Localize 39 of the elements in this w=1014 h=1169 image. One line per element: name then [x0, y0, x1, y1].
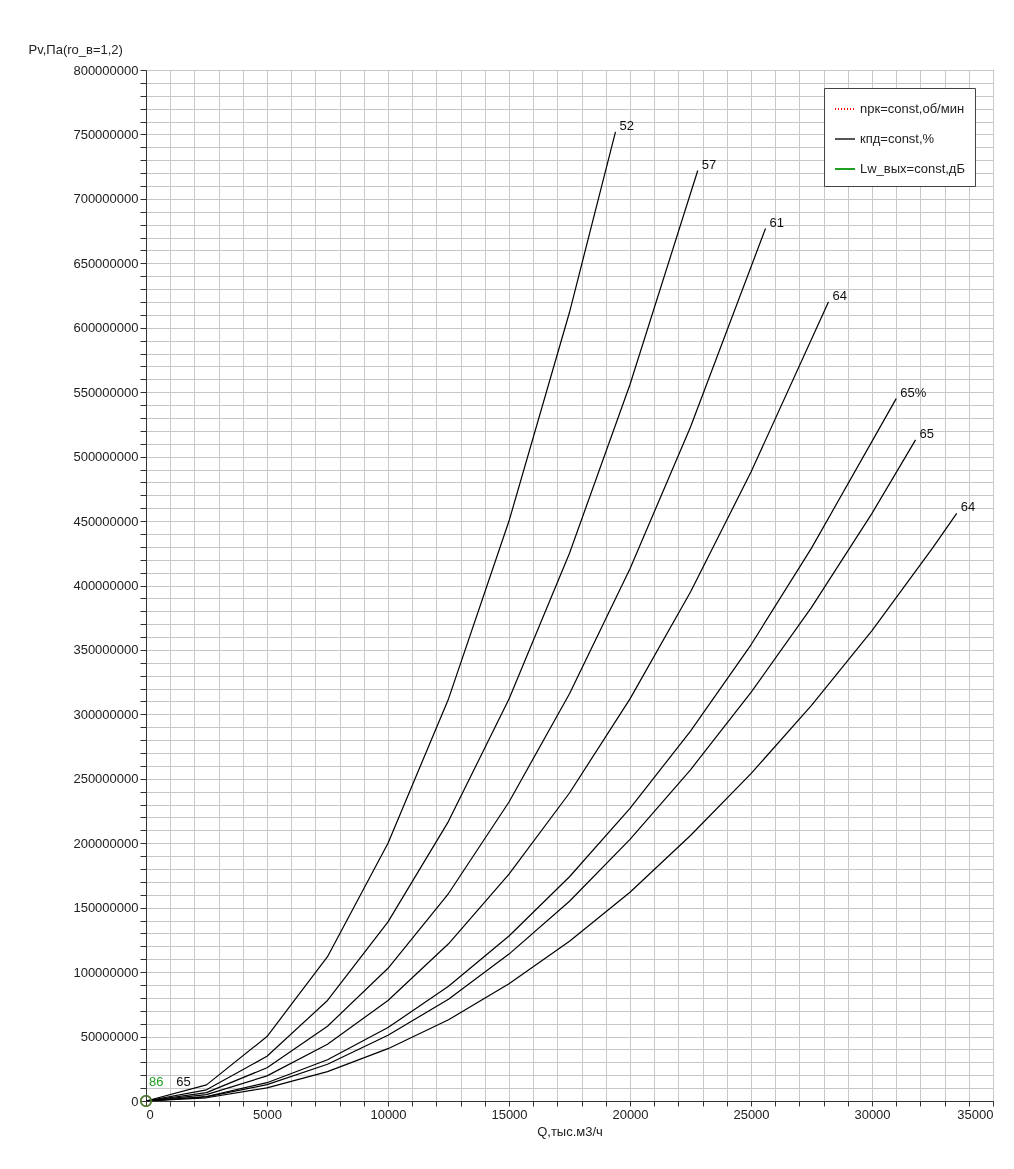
y-tick-label: 800000000 [73, 62, 139, 78]
y-tick-label: 700000000 [73, 191, 139, 207]
y-tick-label: 400000000 [73, 578, 139, 593]
x-tick-label: 0 [146, 1106, 154, 1122]
y-tick-label: 50000000 [80, 1029, 139, 1045]
y-tick-label: 600000000 [73, 320, 139, 336]
y-tick-label: 750000000 [73, 126, 139, 142]
annotation: 64 [832, 287, 847, 303]
annotation: 52 [619, 117, 634, 133]
y-tick-label: 250000000 [73, 771, 139, 787]
annotation: 61 [769, 214, 784, 230]
annotation: 86 [149, 1074, 164, 1089]
x-axis-title: Q,тыс.м3/ч [537, 1123, 603, 1139]
legend-label: Lw_вых=const,дБ [860, 161, 965, 176]
annotation: 64 [960, 499, 976, 515]
y-tick-label: 150000000 [73, 900, 139, 916]
x-tick-label: 5000 [253, 1106, 282, 1122]
annotation: 65 [919, 425, 935, 441]
y-tick-label: 500000000 [73, 449, 139, 465]
x-tick-label: 20000 [612, 1106, 649, 1122]
y-tick-label: 350000000 [73, 642, 139, 658]
x-tick-label: 15000 [491, 1106, 528, 1122]
y-tick-label: 300000000 [73, 706, 139, 722]
annotation: 65% [900, 384, 927, 400]
legend-label: кпд=const,% [860, 131, 935, 146]
y-tick-label: 450000000 [73, 513, 139, 529]
x-tick-label: 25000 [733, 1106, 770, 1122]
legend-label: nрк=const,об/мин [860, 101, 965, 116]
annotation: 57 [701, 156, 717, 172]
x-tick-label: 30000 [854, 1106, 891, 1122]
x-tick-label: 10000 [370, 1106, 407, 1122]
y-tick-label: 200000000 [73, 835, 139, 851]
y-tick-label: 0 [131, 1093, 139, 1109]
y-tick-label: 100000000 [73, 964, 139, 980]
annotation: 65 [176, 1074, 191, 1089]
y-tick-label: 650000000 [73, 255, 139, 271]
y-tick-label: 550000000 [73, 384, 139, 400]
x-tick-label: 35000 [957, 1106, 994, 1122]
y-axis-title: Pv,Па(ro_в=1,2) [28, 41, 123, 57]
